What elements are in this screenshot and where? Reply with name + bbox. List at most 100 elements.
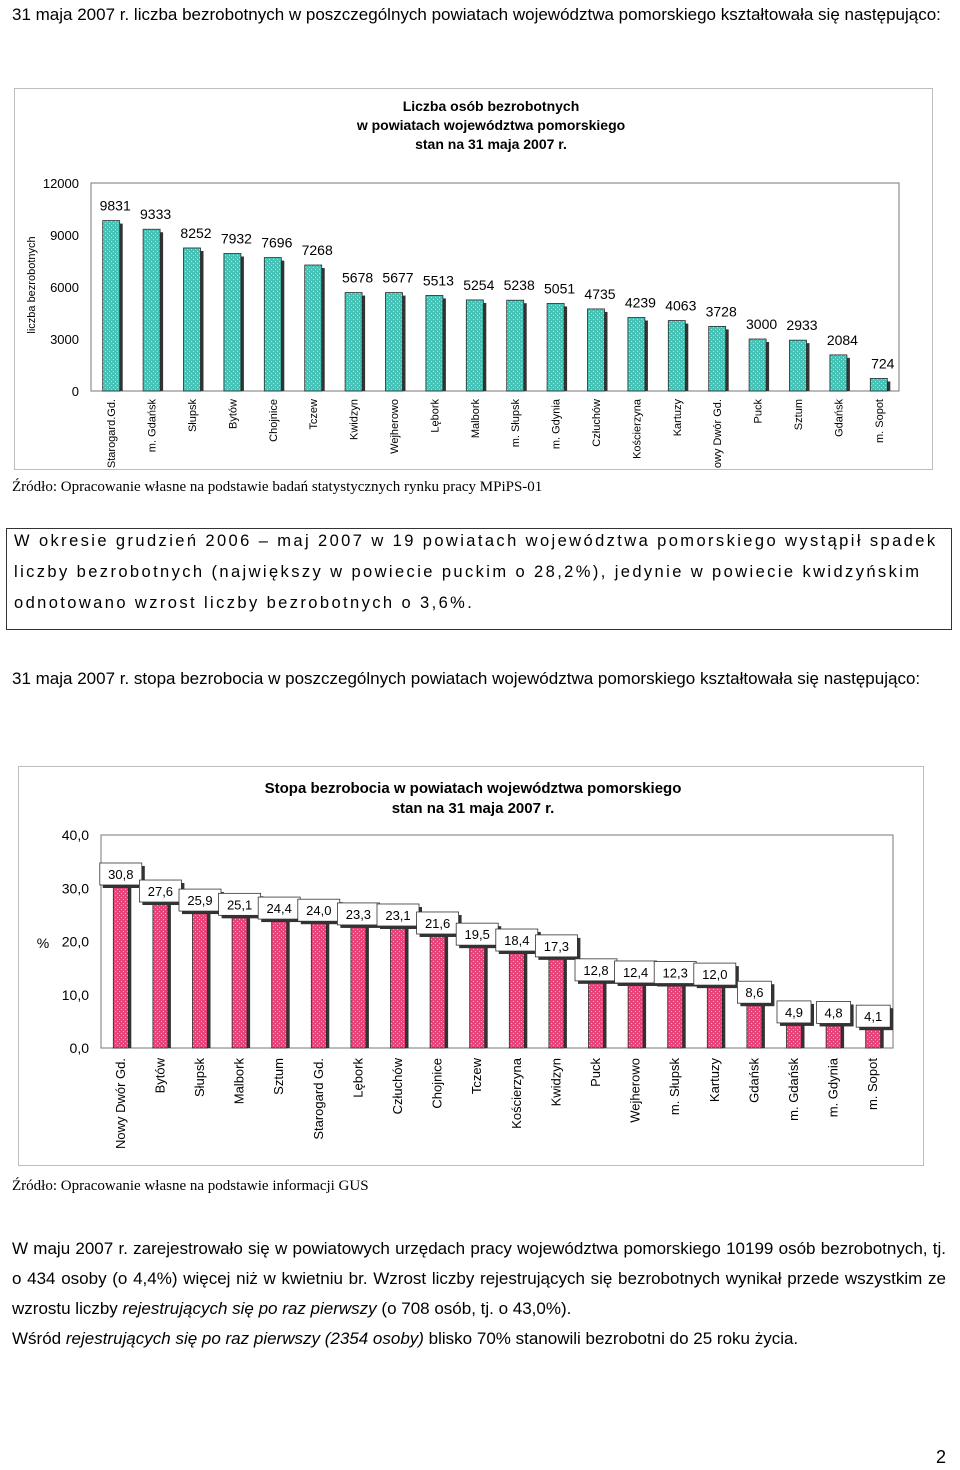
data-label-box [816, 1001, 851, 1024]
category-label: m. Gdynia [826, 1057, 841, 1117]
closing-italic-2: rejestrujących się po raz pierwszy (2354… [65, 1329, 424, 1348]
y-tick-label: 40,0 [62, 827, 89, 843]
bar [142, 228, 161, 392]
data-label: 724 [871, 355, 895, 371]
category-label: Puck [753, 399, 765, 424]
data-label: 24,4 [267, 901, 292, 916]
bar [429, 932, 446, 1049]
category-label: Kościerzyna [631, 398, 643, 459]
y-tick-label: 9000 [50, 228, 79, 243]
y-tick-label: 12000 [43, 176, 79, 191]
data-label: 19,5 [465, 927, 490, 942]
summary-box [6, 528, 952, 630]
plot-area [90, 182, 900, 392]
category-label: m. Gdańsk [147, 399, 159, 453]
category-label: m. Sopot [874, 399, 886, 443]
data-label: 23,3 [346, 907, 371, 922]
data-label: 5051 [544, 280, 575, 296]
closing-text-2: Wśród [12, 1329, 66, 1348]
y-axis-label: % [37, 935, 49, 951]
bar [102, 220, 121, 392]
y-tick-label: 0 [72, 384, 79, 399]
chart-title: stan na 31 maja 2007 r. [415, 136, 567, 152]
y-tick-label: 10,0 [62, 987, 89, 1003]
data-label: 4,9 [785, 1005, 803, 1020]
bar [667, 982, 684, 1049]
bar [310, 919, 327, 1049]
category-label: Malbork [470, 399, 482, 439]
category-label: m. Słupsk [667, 1058, 682, 1116]
data-label: 3000 [746, 316, 777, 332]
bar [192, 909, 208, 1049]
data-label: 5254 [463, 277, 494, 293]
data-label-box [99, 862, 143, 886]
bar [869, 378, 888, 392]
intro-paragraph-1: 31 maja 2007 r. liczba bezrobotnych w po… [12, 5, 941, 24]
bar [508, 949, 525, 1049]
bar [667, 320, 686, 392]
bar [588, 979, 604, 1049]
category-label: Kościerzyna [509, 1057, 524, 1129]
data-label: 2084 [827, 332, 858, 348]
category-label: Gdańsk [746, 1058, 761, 1103]
category-label: Bytów [152, 1057, 167, 1093]
data-label: 4,8 [825, 1005, 843, 1020]
category-label: Kartuzy [707, 1058, 722, 1103]
data-label: 9333 [140, 206, 171, 222]
data-label: 7268 [302, 242, 333, 258]
category-label: Kwidzyn [349, 399, 361, 440]
data-label: 7696 [261, 235, 292, 251]
bar [152, 900, 169, 1049]
closing-text-1: W maju 2007 r. zarejestrowało się w powi… [12, 1239, 946, 1318]
category-label: Wejherowo [628, 1058, 643, 1123]
data-label: 4063 [665, 298, 696, 314]
category-label: Słupsk [187, 399, 199, 433]
data-label: 3728 [706, 303, 737, 319]
bar [706, 983, 723, 1049]
category-label: Nowy Dwór Gd. [712, 399, 724, 469]
bar [231, 913, 248, 1049]
data-label: 8,6 [745, 985, 763, 1000]
chart-title: w powiatach województwa pomorskiego [356, 117, 625, 133]
closing-paragraph: W maju 2007 r. zarejestrowało się w powi… [12, 1234, 946, 1354]
bar [748, 338, 767, 392]
y-tick-label: 6000 [50, 280, 79, 295]
bar [746, 1001, 763, 1049]
data-label: 30,8 [108, 867, 133, 882]
data-label: 25,1 [227, 897, 252, 912]
category-label: Malbork [232, 1058, 247, 1105]
category-label: Kwidzyn [548, 1058, 563, 1106]
category-label: Puck [588, 1058, 603, 1087]
data-label: 12,0 [702, 967, 727, 982]
category-label: m. Sopot [865, 1058, 880, 1110]
data-label: 12,8 [583, 963, 608, 978]
bar [829, 354, 848, 392]
category-label: m. Gdynia [551, 398, 563, 449]
y-tick-label: 30,0 [62, 880, 89, 896]
data-label: 4,1 [864, 1009, 882, 1024]
category-label: Chojnice [268, 399, 280, 442]
data-label: 12,4 [623, 965, 648, 980]
data-label: 9831 [100, 198, 131, 214]
category-label: Człuchów [591, 399, 603, 447]
data-label: 17,3 [544, 939, 569, 954]
chart1-frame: Liczba osób bezrobotnych w powiatach woje… [14, 88, 933, 476]
bar [344, 292, 363, 392]
unemployment-rate-chart: Stopa bezrobocia w powiatach województwa… [37, 780, 894, 1149]
chart-title: Liczba osób bezrobotnych [403, 98, 580, 114]
data-label: 5677 [382, 270, 413, 286]
category-label: Sztum [271, 1058, 286, 1095]
chart2-frame: Stopa bezrobocia w powiatach województwa… [18, 766, 924, 1166]
bar [627, 981, 644, 1049]
intro-paragraph-2: 31 maja 2007 r. stopa bezrobocia w poszc… [12, 669, 921, 688]
bar [506, 299, 525, 392]
category-label: Nowy Dwór Gd. [113, 1058, 128, 1149]
data-label-box [535, 934, 578, 958]
data-label: 23,1 [385, 908, 410, 923]
data-label: 2933 [786, 317, 817, 333]
closing-text-2-tail: blisko 70% stanowili bezrobotni do 25 ro… [423, 1329, 799, 1348]
bar [271, 917, 288, 1049]
y-tick-label: 0,0 [70, 1040, 90, 1056]
data-label: 5513 [423, 272, 454, 288]
chart2-source: Źródło: Opracowanie własne na podstawie … [12, 1178, 369, 1194]
